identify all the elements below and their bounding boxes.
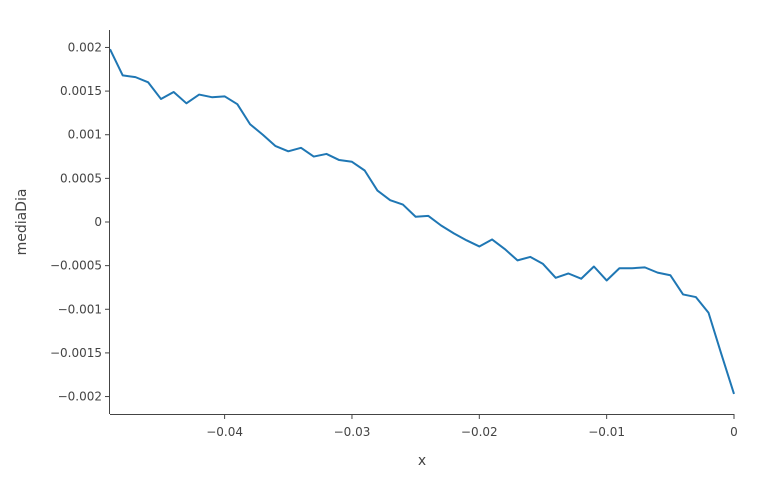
y-tick-label: 0.001 (68, 128, 102, 142)
x-tick-label: −0.04 (206, 425, 243, 439)
plot-area (109, 48, 735, 395)
y-tick-label: −0.002 (58, 390, 102, 404)
x-tick-label: 0 (730, 425, 738, 439)
y-tick-label: −0.001 (58, 302, 102, 316)
x-tick-label: −0.02 (461, 425, 498, 439)
x-tick-label: −0.01 (588, 425, 625, 439)
y-tick-label: 0.002 (68, 40, 102, 54)
y-axis-ticks: 0.002 0.0015 0.001 0.0005 0 −0.0005 −0.001 −0.0… (50, 40, 110, 404)
y-axis-title: mediaDia (14, 189, 30, 256)
x-axis-title: x (418, 453, 426, 469)
x-tick-label: −0.03 (334, 425, 371, 439)
y-tick-label: −0.0005 (50, 259, 102, 273)
y-tick-label: 0.0015 (60, 84, 102, 98)
y-tick-label: 0 (94, 215, 102, 229)
y-tick-label: −0.0015 (50, 346, 102, 360)
series-line (109, 48, 735, 395)
y-tick-label: 0.0005 (60, 171, 102, 185)
x-axis-ticks: −0.04 −0.03 −0.02 −0.01 0 (206, 414, 738, 439)
